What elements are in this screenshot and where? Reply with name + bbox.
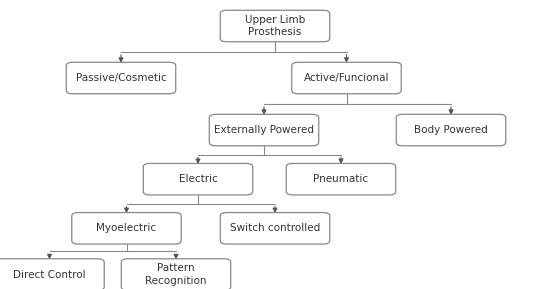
- Text: Body Powered: Body Powered: [414, 125, 488, 135]
- FancyBboxPatch shape: [67, 62, 176, 94]
- FancyBboxPatch shape: [121, 259, 231, 289]
- FancyBboxPatch shape: [72, 213, 182, 244]
- Text: Pneumatic: Pneumatic: [314, 174, 369, 184]
- Text: Direct Control: Direct Control: [13, 270, 86, 279]
- Text: Electric: Electric: [179, 174, 217, 184]
- Text: Switch controlled: Switch controlled: [230, 223, 320, 233]
- FancyBboxPatch shape: [143, 164, 252, 195]
- FancyBboxPatch shape: [292, 62, 401, 94]
- FancyBboxPatch shape: [220, 10, 329, 42]
- Text: Upper Limb
Prosthesis: Upper Limb Prosthesis: [245, 15, 305, 37]
- Text: Passive/Cosmetic: Passive/Cosmetic: [76, 73, 166, 83]
- Text: Externally Powered: Externally Powered: [214, 125, 314, 135]
- FancyBboxPatch shape: [0, 259, 104, 289]
- FancyBboxPatch shape: [220, 213, 329, 244]
- FancyBboxPatch shape: [396, 114, 505, 146]
- FancyBboxPatch shape: [209, 114, 318, 146]
- Text: Active/Funcional: Active/Funcional: [304, 73, 389, 83]
- FancyBboxPatch shape: [286, 164, 395, 195]
- Text: Pattern
Recognition: Pattern Recognition: [145, 263, 207, 286]
- Text: Myoelectric: Myoelectric: [96, 223, 157, 233]
